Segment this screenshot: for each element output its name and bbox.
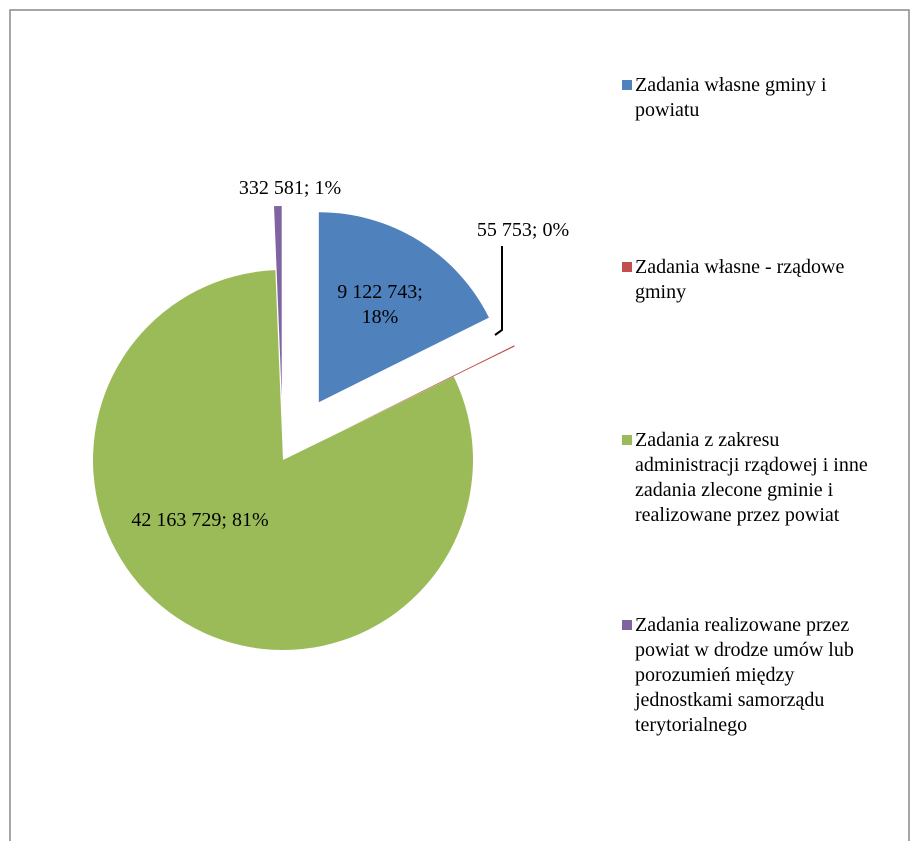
legend-label: Zadania własne gminy i powiatu xyxy=(635,74,827,121)
legend-swatch xyxy=(622,80,632,90)
data-label: 332 581; 1% xyxy=(238,177,342,199)
pie-slice xyxy=(343,345,515,430)
data-label: 42 163 729; 81% xyxy=(131,509,269,531)
legend-label: Zadania z zakresu administracji rządowej… xyxy=(635,429,868,526)
leader-line xyxy=(494,246,503,336)
legend-label: Zadania własne - rządowe gminy xyxy=(635,256,845,303)
legend-swatch xyxy=(622,262,632,272)
pie-slice xyxy=(93,270,473,651)
pie-slice xyxy=(318,212,489,403)
legend-swatch xyxy=(622,435,632,445)
data-label: 55 753; 0% xyxy=(476,219,570,241)
legend-swatch xyxy=(622,620,632,630)
pie-slice xyxy=(274,206,282,397)
chart-border xyxy=(9,9,910,841)
data-label: 9 122 743; 18% xyxy=(337,281,423,328)
legend-label: Zadania realizowane przez powiat w drodz… xyxy=(635,614,854,736)
